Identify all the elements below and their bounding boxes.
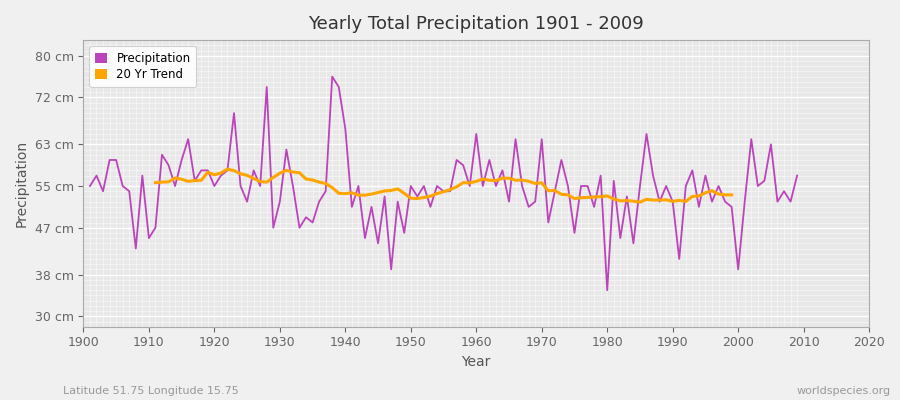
Text: Latitude 51.75 Longitude 15.75: Latitude 51.75 Longitude 15.75: [63, 386, 238, 396]
Legend: Precipitation, 20 Yr Trend: Precipitation, 20 Yr Trend: [89, 46, 196, 87]
Y-axis label: Precipitation: Precipitation: [15, 140, 29, 227]
Text: worldspecies.org: worldspecies.org: [796, 386, 891, 396]
X-axis label: Year: Year: [462, 355, 491, 369]
Title: Yearly Total Precipitation 1901 - 2009: Yearly Total Precipitation 1901 - 2009: [309, 15, 644, 33]
